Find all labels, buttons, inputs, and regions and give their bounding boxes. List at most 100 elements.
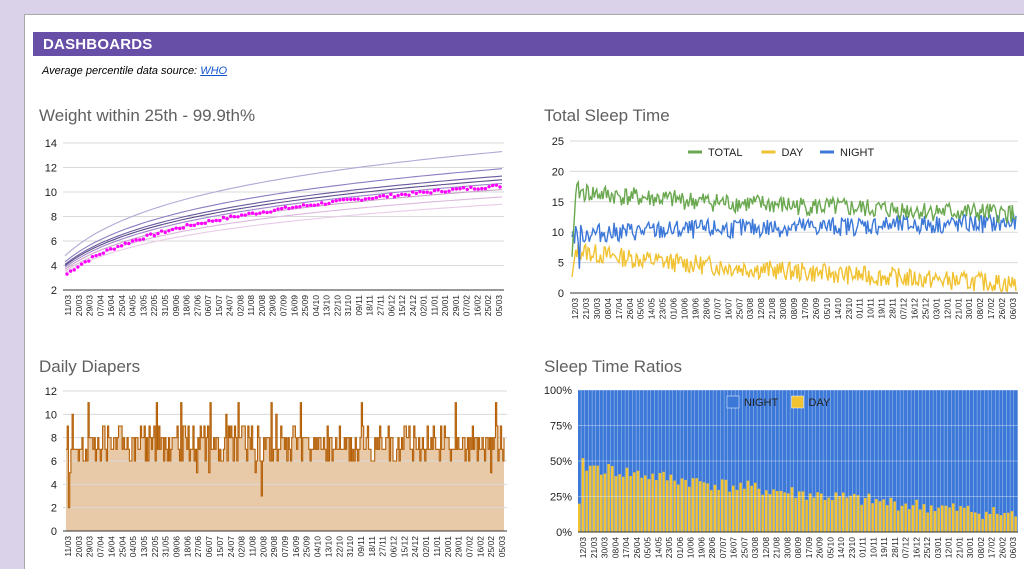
weight-point [76,265,80,269]
weight-point [374,195,378,200]
page-title: DASHBOARDS [43,36,153,53]
weight-xtick-label: 25/02 [483,295,493,317]
ratios-xtick-label: 03/01 [933,537,943,559]
ratios-day-bar [977,513,981,532]
weight-point [138,238,142,242]
weight-point [196,221,200,226]
ratios-day-bar [585,470,588,532]
weight-point [447,189,451,193]
ratios-xtick-label: 21/01 [954,537,964,559]
diapers-area [66,402,504,531]
ratios-day-bar [966,505,970,532]
sleep-xtick-label: 07/07 [712,298,722,320]
ratios-day-bar [779,490,783,532]
weight-point [105,248,109,252]
ratios-day-bar [801,491,805,532]
ratios-xtick-label: 25/07 [739,537,749,559]
ratios-xtick-label: 16/12 [911,537,921,559]
weight-point [145,233,149,237]
ratios-day-bar [622,476,625,532]
weight-xtick-label: 04/05 [128,295,138,317]
ratios-day-bar [860,504,863,532]
source-prefix: Average percentile data source: [42,65,201,77]
weight-xtick-label: 16/04 [106,295,116,317]
weight-xtick-label: 27/06 [192,295,202,317]
ratios-day-bar [937,507,940,532]
weight-point [65,272,69,276]
sleep-ytick-label: 15 [552,197,564,209]
weight-xtick-label: 07/02 [462,295,472,317]
ratios-day-bar [673,480,676,532]
ratios-day-bar [655,480,658,532]
diapers-xtick-label: 05/03 [497,536,507,558]
sleep-xtick-label: 25/07 [734,298,744,320]
sleep-xtick-label: 03/08 [745,298,755,320]
weight-point [152,233,157,238]
weight-point [261,210,266,214]
diapers-ytick-label: 4 [51,479,57,491]
weight-point [363,197,368,201]
ratios-xtick-label: 21/03 [589,537,599,559]
ratios-day-bar [970,511,973,532]
weight-ytick-label: 14 [45,138,57,150]
weight-point [472,187,477,191]
weight-xtick-label: 20/01 [440,295,450,317]
weight-point [476,187,480,191]
ratios-day-bar [952,503,955,532]
weight-chart: 2 4 6 8 10 12 14 11/03 20/03 29/03 07/04 16/04 25/04… [45,138,504,316]
diapers-xtick-label: 15/12 [399,536,409,558]
weight-ytick-label: 10 [45,187,57,199]
weight-point [189,223,193,228]
weight-point [443,190,448,194]
weight-point [112,247,117,251]
weight-xtick-label: 18/11 [365,295,375,316]
diapers-xtick-label: 25/09 [302,536,312,558]
who-link[interactable]: WHO [200,65,228,77]
ratios-day-bar [596,465,599,532]
ratios-day-bar [658,473,662,532]
ratios-day-bar [875,498,878,532]
weight-point [480,186,484,191]
weight-xtick-label: 11/01 [429,295,439,316]
weight-point [119,244,124,248]
ratios-xtick-label: 14/10 [836,537,846,559]
diapers-xtick-label: 27/06 [193,536,203,558]
weight-point [432,188,437,193]
weight-point [410,190,415,194]
weight-point [214,218,218,223]
ratios-day-bar [607,464,610,532]
ratios-xtick-label: 06/03 [1008,537,1018,559]
weight-point [301,203,306,207]
weight-point [378,194,382,199]
ratios-day-bar [897,510,900,532]
sleep-ytick-label: 5 [558,258,564,270]
diapers-xtick-label: 09/06 [172,536,182,558]
weight-point [218,218,222,223]
weight-xtick-label: 18/06 [182,295,192,317]
ratios-day-bar [889,497,893,532]
ratios-day-bar [677,484,680,532]
ratios-xtick-label: 23/05 [664,537,674,559]
weight-point [276,207,280,211]
diapers-xtick-label: 24/12 [410,536,420,558]
ratios-legend-swatch [726,395,740,409]
ratios-day-bar [589,465,592,532]
sleep-xtick-label: 21/08 [767,298,777,320]
weight-point [454,187,459,191]
ratios-day-bar [871,503,874,532]
weight-point [207,218,211,223]
ratios-day-bar [713,484,717,532]
ratios-day-bar [853,493,856,532]
weight-point [458,187,462,191]
sleep-ytick-label: 25 [552,136,564,148]
ratios-xtick-label: 28/11 [890,537,900,558]
ratios-day-bar [746,480,750,532]
ratios-day-bar [959,506,962,532]
sleep-xtick-label: 19/06 [690,298,700,320]
ratios-day-bar [699,481,702,532]
weight-point [258,211,262,215]
sleep-xtick-label: 16/12 [909,298,919,320]
weight-point [123,241,127,245]
weight-point [418,190,422,194]
ratios-day-bar [787,493,790,532]
